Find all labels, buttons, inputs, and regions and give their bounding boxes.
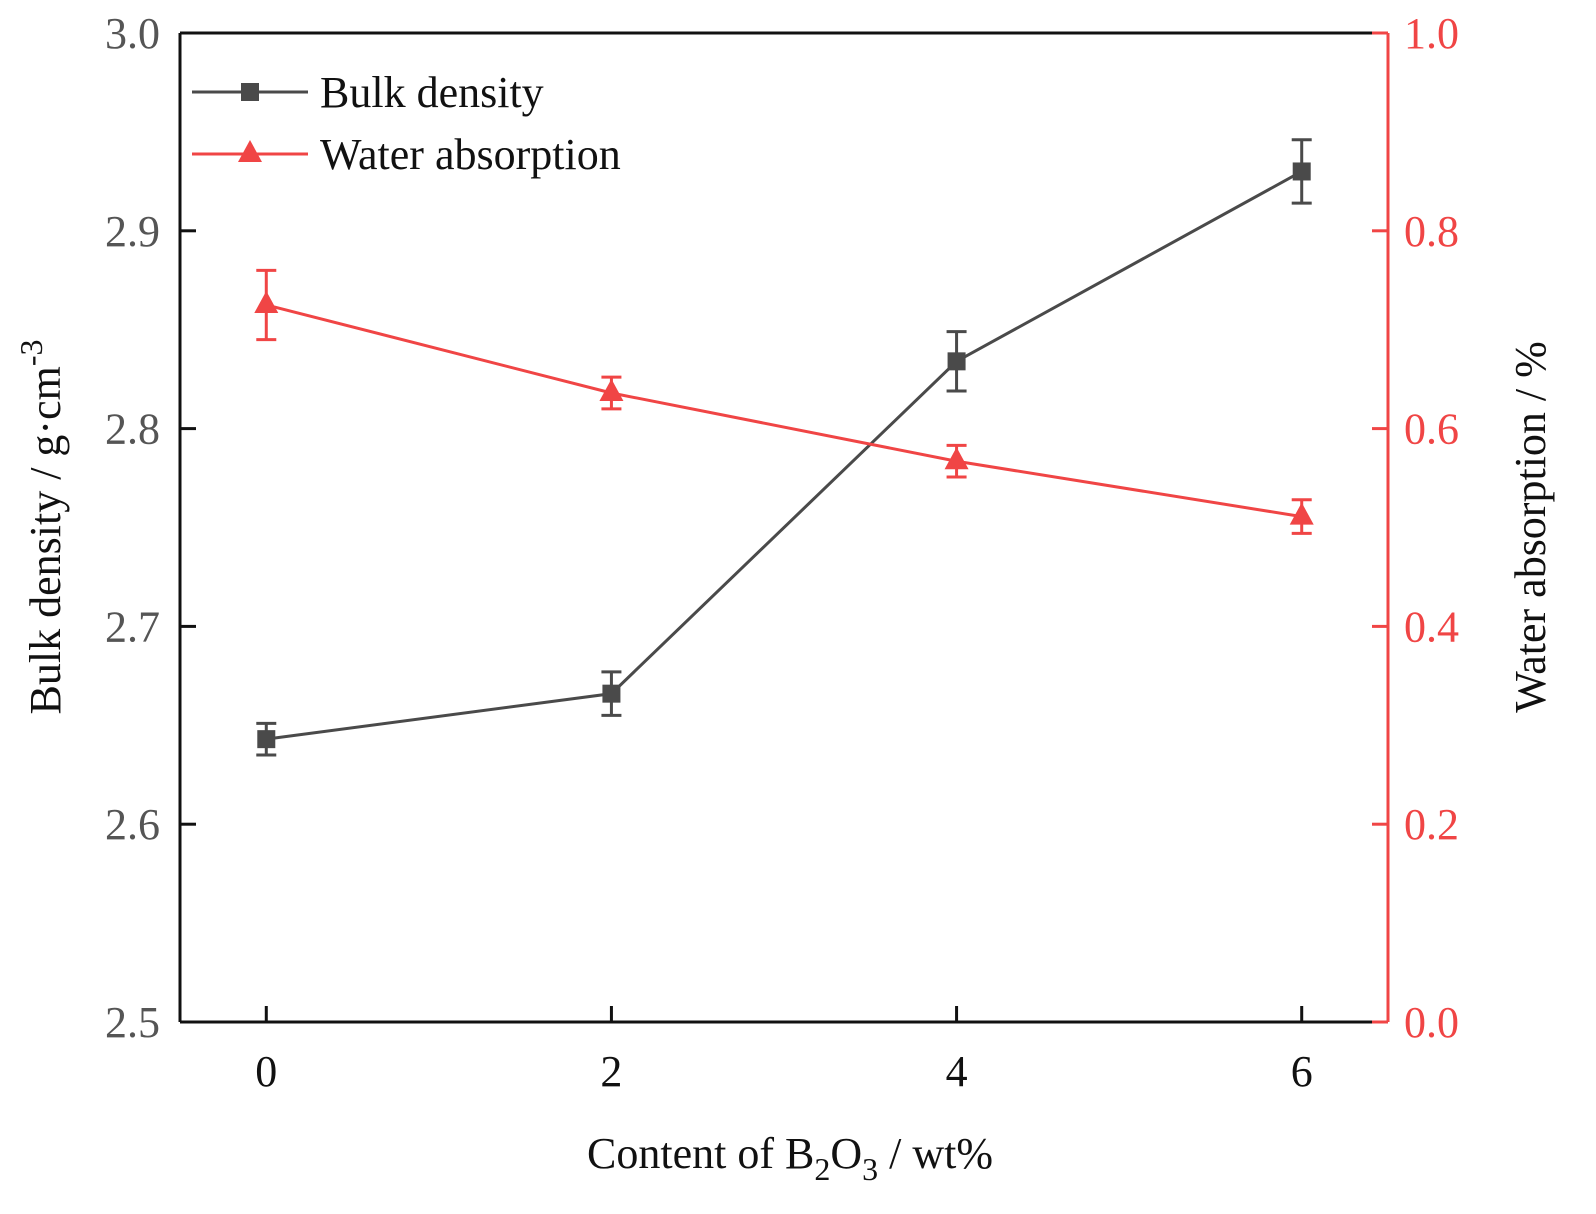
bulk-density-series xyxy=(256,138,1312,757)
left-tick-label: 2.6 xyxy=(105,800,160,849)
left-tick-label: 2.5 xyxy=(105,998,160,1047)
water-absorption-point xyxy=(1289,502,1314,525)
axis-titles: Content of B2O3 / wt%Bulk density / g·cm… xyxy=(13,340,1555,1187)
plot-frame xyxy=(180,31,1388,1024)
right-y-axis-title: Water absorption / % xyxy=(1506,341,1555,713)
left-tick-label: 3.0 xyxy=(105,9,160,58)
bulk-density-line xyxy=(266,170,1303,741)
water-absorption-series xyxy=(254,268,1314,535)
left-y-axis-title-superscript: -3 xyxy=(13,340,49,367)
x-tick-label: 4 xyxy=(946,1047,968,1096)
x-axis-title-part: Content of B xyxy=(587,1129,814,1178)
right-tick-label: 0.4 xyxy=(1404,602,1459,651)
left-y-axis: 2.5 2.6 2.7 2.8 2.9 3.0 xyxy=(105,9,196,1047)
bulk-density-point xyxy=(257,730,276,749)
right-y-axis: 0.0 0.2 0.4 0.6 0.8 1.0 xyxy=(1372,9,1459,1047)
legend-marker-bulk-density xyxy=(241,83,259,101)
legend: Bulk density Water absorption xyxy=(192,68,621,179)
legend-marker-water-absorption xyxy=(238,140,262,162)
x-axis-title: Content of B2O3 / wt% xyxy=(587,1129,993,1187)
water-absorption-point xyxy=(944,447,969,470)
left-tick-label: 2.8 xyxy=(105,405,160,454)
bulk-density-point xyxy=(947,352,966,371)
x-axis: 0 2 4 6 xyxy=(255,1006,1313,1096)
x-axis-title-subscript: 2 xyxy=(814,1151,830,1187)
right-tick-label: 0.6 xyxy=(1404,405,1459,454)
left-y-axis-title: Bulk density / g·cm-3 xyxy=(13,340,70,715)
water-absorption-point xyxy=(599,378,624,401)
x-axis-title-part: O xyxy=(830,1129,862,1178)
x-tick-label: 0 xyxy=(255,1047,277,1096)
legend-label-water-absorption: Water absorption xyxy=(320,130,621,179)
left-tick-label: 2.9 xyxy=(105,207,160,256)
bulk-density-point xyxy=(1292,162,1311,181)
x-axis-title-part: / wt% xyxy=(878,1129,993,1178)
left-y-axis-title-text: Bulk density / g·cm xyxy=(21,366,70,714)
water-absorption-line xyxy=(265,303,1302,519)
bulk-density-point xyxy=(602,684,621,703)
water-absorption-point xyxy=(254,290,279,313)
right-tick-label: 0.2 xyxy=(1404,800,1459,849)
right-tick-label: 1.0 xyxy=(1404,9,1459,58)
series-layer xyxy=(254,138,1314,757)
x-axis-title-subscript: 3 xyxy=(862,1151,878,1187)
right-tick-label: 0.0 xyxy=(1404,998,1459,1047)
legend-label-bulk-density: Bulk density xyxy=(320,68,544,117)
left-tick-label: 2.7 xyxy=(105,602,160,651)
x-tick-label: 6 xyxy=(1291,1047,1313,1096)
right-tick-label: 0.8 xyxy=(1404,207,1459,256)
x-tick-label: 2 xyxy=(600,1047,622,1096)
